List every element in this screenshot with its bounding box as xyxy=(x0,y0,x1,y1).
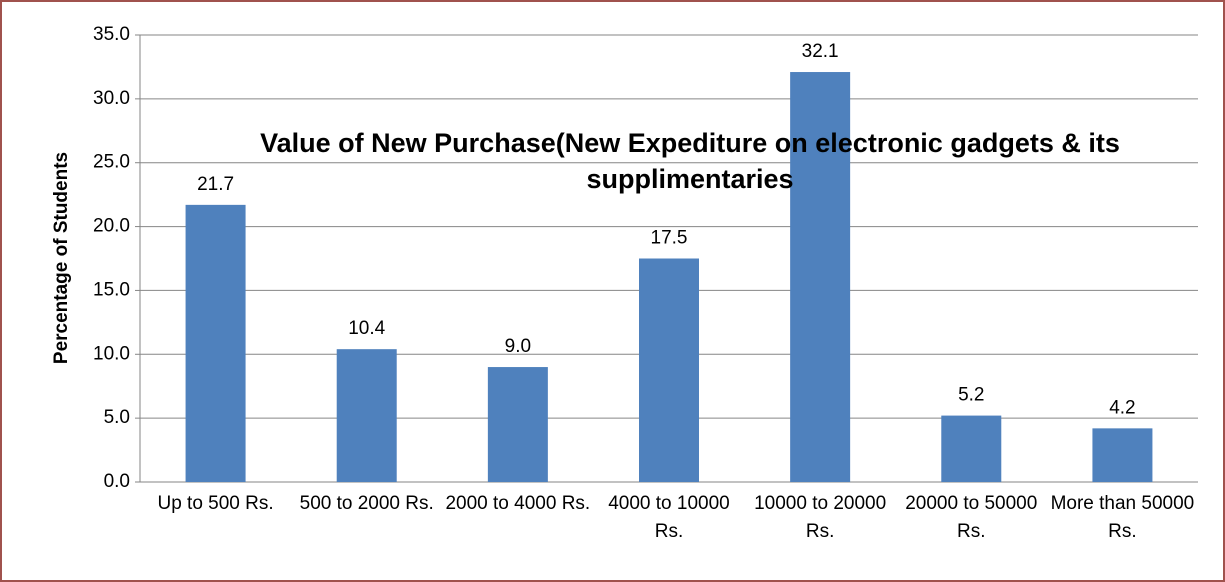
data-label: 32.1 xyxy=(802,41,839,62)
chart-title: Value of New Purchase(New Expediture on … xyxy=(260,128,1120,194)
y-tick-label: 20.0 xyxy=(93,216,130,237)
bar xyxy=(790,72,851,482)
bar xyxy=(1092,428,1153,482)
x-tick-label: 10000 to 20000 Rs. xyxy=(754,493,887,542)
bar xyxy=(487,367,548,482)
y-tick-label: 25.0 xyxy=(93,152,130,173)
data-label: 21.7 xyxy=(197,174,234,195)
data-label: 4.2 xyxy=(1109,397,1135,418)
data-label: 5.2 xyxy=(958,385,984,406)
y-tick-label: 30.0 xyxy=(93,88,130,109)
x-tick-label: 2000 to 4000 Rs. xyxy=(445,493,591,514)
y-tick-label: 35.0 xyxy=(93,24,130,45)
data-label: 10.4 xyxy=(348,318,385,339)
x-tick-label: 4000 to 10000 Rs. xyxy=(608,493,730,542)
data-label: 9.0 xyxy=(505,336,531,357)
bar xyxy=(185,204,246,483)
y-tick-label: 0.0 xyxy=(104,471,130,492)
bar xyxy=(336,349,397,482)
x-tick-label: More than 50000 Rs. xyxy=(1050,493,1195,542)
x-tick-label: Up to 500 Rs. xyxy=(157,493,274,514)
x-tick-label: 500 to 2000 Rs. xyxy=(299,493,434,514)
y-tick-label: 10.0 xyxy=(93,343,130,364)
data-label: 17.5 xyxy=(651,228,688,249)
bar xyxy=(941,415,1002,482)
bar xyxy=(639,258,699,482)
y-tick-label: 5.0 xyxy=(104,407,130,428)
x-tick-label: 20000 to 50000 Rs. xyxy=(905,493,1038,542)
y-axis-title: Percentage of Students xyxy=(51,152,72,364)
y-tick-label: 15.0 xyxy=(93,279,130,300)
